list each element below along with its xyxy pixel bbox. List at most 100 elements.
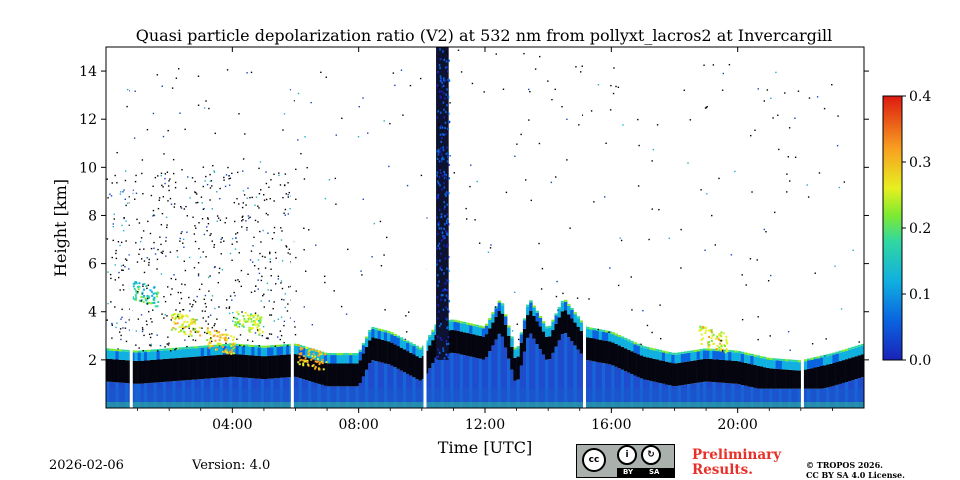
- patch-pixel: [235, 323, 238, 326]
- patch-pixel: [187, 325, 190, 328]
- cloud-top-edge: [687, 352, 691, 362]
- cc-license-badge[interactable]: cc i ↻ BY SA: [576, 444, 675, 478]
- noise-pixel: [300, 152, 302, 155]
- noise-pixel: [234, 248, 237, 250]
- noise-pixel: [371, 256, 373, 258]
- cloud-top-edge: [143, 352, 148, 361]
- plume-pixel: [445, 353, 448, 356]
- patch-pixel: [142, 301, 145, 304]
- noise-pixel: [161, 212, 164, 215]
- noise-pixel: [774, 211, 776, 214]
- noise-pixel: [167, 185, 170, 187]
- cloud-top-edge: [207, 347, 211, 356]
- bl-column: [614, 366, 618, 408]
- cloud-top-edge: [592, 330, 596, 339]
- noise-pixel: [166, 315, 168, 317]
- cloud-top-edge: [519, 334, 524, 343]
- noise-pixel: [262, 194, 265, 196]
- cloud-top-edge: [361, 345, 366, 354]
- noise-pixel: [135, 330, 138, 332]
- cloud-top-rim: [636, 343, 641, 346]
- noise-pixel: [205, 175, 207, 178]
- patch-pixel: [300, 358, 303, 361]
- noise-pixel: [143, 260, 146, 262]
- bl-column: [605, 363, 609, 408]
- noise-pixel: [242, 190, 245, 192]
- plume-pixel: [439, 184, 441, 187]
- noise-pixel: [206, 332, 208, 335]
- noise-pixel: [211, 295, 214, 297]
- bl-column: [115, 382, 119, 408]
- noise-pixel: [394, 84, 396, 87]
- cloud-top-rim: [257, 345, 262, 348]
- cloud-band: [143, 360, 148, 384]
- patch-pixel: [710, 340, 713, 343]
- bl-column: [361, 376, 366, 408]
- noise-pixel: [259, 161, 262, 163]
- noise-pixel: [284, 173, 287, 175]
- noise-pixel: [259, 252, 261, 255]
- noise-pixel: [538, 142, 541, 145]
- noise-pixel: [241, 220, 243, 222]
- bl-column: [181, 380, 186, 408]
- noise-pixel: [281, 298, 283, 301]
- cloud-top-rim: [766, 357, 770, 360]
- noise-pixel: [167, 336, 169, 338]
- patch-pixel: [235, 324, 238, 327]
- bl-column: [147, 383, 151, 408]
- cloud-band: [355, 363, 359, 387]
- noise-pixel: [281, 230, 283, 232]
- bl-column: [611, 365, 615, 408]
- noise-pixel: [189, 303, 191, 305]
- cloud-top-rim: [488, 317, 492, 320]
- noise-pixel: [700, 189, 702, 191]
- noise-pixel: [285, 193, 287, 195]
- cloud-top-edge: [330, 355, 334, 364]
- noise-pixel: [148, 264, 150, 266]
- noise-pixel: [122, 284, 124, 286]
- cloud-band: [150, 359, 154, 383]
- bl-column: [469, 356, 473, 408]
- cloud-top-rim: [178, 347, 183, 350]
- patch-pixel: [232, 336, 235, 339]
- bl-column: [124, 383, 129, 408]
- cloud-band: [841, 360, 846, 383]
- noise-pixel: [258, 345, 260, 347]
- noise-pixel: [152, 309, 154, 311]
- noise-pixel: [204, 294, 207, 297]
- noise-pixel: [295, 198, 297, 201]
- bl-column: [639, 378, 644, 408]
- noise-pixel: [763, 228, 765, 231]
- cloud-band: [677, 362, 682, 386]
- cloud-top-rim: [466, 322, 470, 325]
- cloud-top-edge: [333, 355, 337, 364]
- noise-pixel: [283, 212, 285, 214]
- patch-pixel: [719, 334, 722, 337]
- plume-pixel: [444, 133, 447, 136]
- noise-pixel: [843, 181, 846, 183]
- patch-pixel: [700, 328, 703, 331]
- noise-pixel: [245, 204, 247, 206]
- cloud-top-edge: [532, 307, 536, 316]
- plume-pixel: [446, 232, 448, 235]
- plume-pixel: [444, 126, 446, 130]
- cloud-top-edge: [513, 349, 517, 358]
- cloud-top-rim: [121, 349, 126, 352]
- cloud-top-edge: [282, 346, 287, 355]
- patch-pixel: [717, 337, 720, 340]
- noise-pixel: [280, 280, 283, 282]
- cloud-band: [851, 357, 855, 381]
- noise-pixel: [469, 185, 471, 188]
- plume-pixel: [439, 126, 442, 129]
- cloud-top-edge: [718, 351, 723, 360]
- patch-pixel: [704, 327, 707, 330]
- noise-pixel: [184, 339, 186, 341]
- cloud-top-edge: [788, 361, 792, 370]
- cloud-top-rim: [510, 336, 514, 339]
- cloud-band: [219, 354, 224, 378]
- cloud-band: [304, 357, 309, 381]
- noise-pixel: [232, 316, 235, 319]
- cloud-top-rim: [655, 349, 660, 352]
- cloud-top-rim: [712, 348, 716, 351]
- noise-pixel: [524, 179, 527, 181]
